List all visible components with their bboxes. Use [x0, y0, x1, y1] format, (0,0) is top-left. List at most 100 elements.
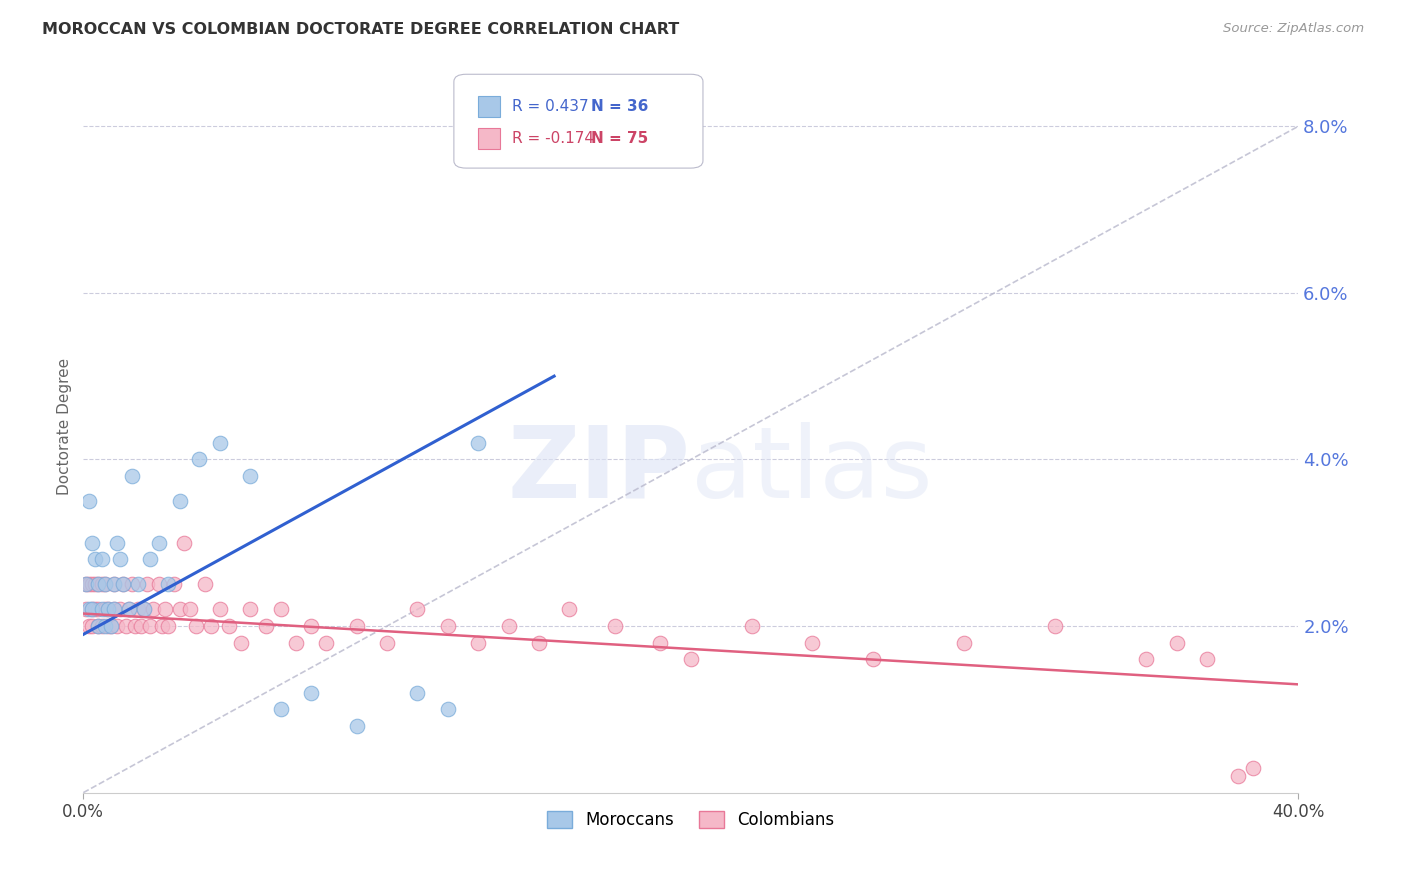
Point — [1045, 619, 1067, 633]
Point — [84, 577, 107, 591]
Point — [208, 602, 231, 616]
Point — [527, 636, 550, 650]
Point — [406, 602, 429, 616]
Point — [108, 602, 131, 616]
Point — [111, 577, 134, 591]
Point — [118, 602, 141, 616]
Point — [82, 619, 104, 633]
Point — [118, 602, 141, 616]
Point — [1197, 652, 1219, 666]
Point — [953, 636, 976, 650]
Point — [79, 577, 101, 591]
Point — [148, 535, 170, 549]
Point — [90, 602, 112, 616]
Point — [157, 577, 180, 591]
Text: Source: ZipAtlas.com: Source: ZipAtlas.com — [1223, 22, 1364, 36]
Point — [82, 577, 104, 591]
Text: N = 75: N = 75 — [591, 131, 648, 146]
Point — [82, 602, 104, 616]
Point — [231, 636, 253, 650]
Point — [82, 535, 104, 549]
Point — [75, 577, 97, 591]
Point — [208, 435, 231, 450]
Legend: Moroccans, Colombians: Moroccans, Colombians — [540, 804, 841, 836]
Point — [93, 602, 115, 616]
Point — [150, 619, 173, 633]
Point — [741, 619, 763, 633]
Point — [406, 686, 429, 700]
Point — [103, 602, 125, 616]
Point — [90, 552, 112, 566]
Point — [127, 602, 149, 616]
Point — [801, 636, 824, 650]
Point — [79, 494, 101, 508]
Point — [498, 619, 520, 633]
Point — [558, 602, 581, 616]
Point — [82, 602, 104, 616]
Point — [105, 619, 128, 633]
Point — [299, 619, 322, 633]
Point — [1226, 769, 1249, 783]
Point — [169, 494, 191, 508]
Point — [157, 619, 180, 633]
Point — [218, 619, 240, 633]
Point — [1135, 652, 1157, 666]
Point — [100, 619, 122, 633]
Point — [155, 602, 177, 616]
Point — [436, 702, 458, 716]
Point — [136, 577, 159, 591]
Bar — [478, 128, 501, 149]
Point — [93, 577, 115, 591]
Point — [103, 602, 125, 616]
Point — [346, 619, 368, 633]
Point — [90, 577, 112, 591]
Point — [97, 619, 120, 633]
Point — [163, 577, 186, 591]
FancyBboxPatch shape — [454, 74, 703, 168]
Text: atlas: atlas — [690, 422, 932, 518]
Point — [97, 602, 120, 616]
Point — [103, 577, 125, 591]
Point — [103, 577, 125, 591]
Point — [679, 652, 702, 666]
Point — [862, 652, 884, 666]
Point — [139, 552, 162, 566]
Point — [467, 435, 489, 450]
Point — [179, 602, 201, 616]
Point — [650, 636, 672, 650]
Point — [200, 619, 222, 633]
Text: R = -0.174: R = -0.174 — [512, 131, 595, 146]
Point — [436, 619, 458, 633]
Point — [254, 619, 277, 633]
Point — [79, 602, 101, 616]
Text: R = 0.437: R = 0.437 — [512, 99, 589, 114]
Point — [79, 619, 101, 633]
Point — [270, 702, 292, 716]
Point — [121, 577, 143, 591]
Point — [270, 602, 292, 616]
Point — [132, 602, 155, 616]
Point — [375, 636, 398, 650]
Point — [84, 602, 107, 616]
Point — [299, 686, 322, 700]
Point — [315, 636, 337, 650]
Point — [127, 577, 149, 591]
Point — [124, 619, 146, 633]
Point — [148, 577, 170, 591]
Bar — [478, 96, 501, 117]
Point — [93, 619, 115, 633]
Point — [90, 619, 112, 633]
Point — [87, 619, 110, 633]
Point — [194, 577, 217, 591]
Text: ZIP: ZIP — [508, 422, 690, 518]
Point — [187, 452, 209, 467]
Point — [142, 602, 165, 616]
Point — [93, 577, 115, 591]
Point — [87, 577, 110, 591]
Point — [87, 619, 110, 633]
Point — [603, 619, 626, 633]
Point — [87, 577, 110, 591]
Point — [114, 619, 136, 633]
Text: MOROCCAN VS COLOMBIAN DOCTORATE DEGREE CORRELATION CHART: MOROCCAN VS COLOMBIAN DOCTORATE DEGREE C… — [42, 22, 679, 37]
Point — [1241, 761, 1264, 775]
